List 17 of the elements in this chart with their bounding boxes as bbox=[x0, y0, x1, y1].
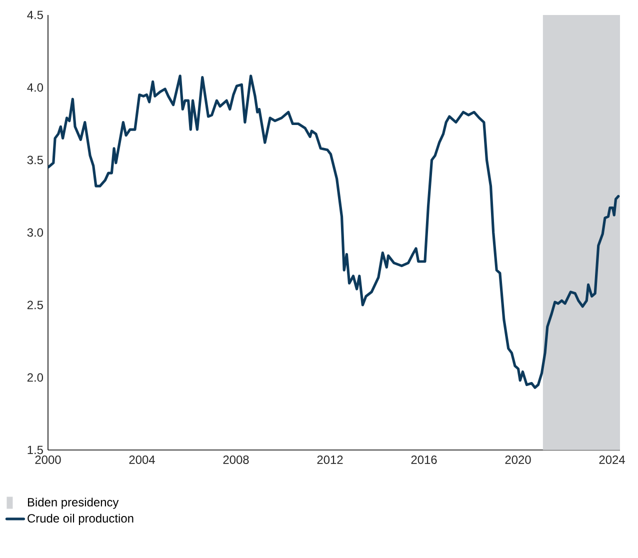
y-tick-label: 3.0 bbox=[27, 228, 44, 237]
y-tick-label: 4.0 bbox=[27, 83, 44, 92]
x-tick-label: 2000 bbox=[35, 456, 61, 464]
y-tick-label: 2.5 bbox=[27, 300, 43, 310]
y-tick-label: 4.5 bbox=[27, 10, 43, 20]
x-tick-label: 2012 bbox=[317, 456, 343, 464]
legend-label: Biden presidency bbox=[28, 498, 119, 509]
line-series bbox=[48, 74, 620, 389]
x-tick-label: 2004 bbox=[129, 456, 155, 464]
x-tick-label: 2008 bbox=[223, 456, 249, 464]
y-tick-label: 3.5 bbox=[27, 156, 43, 164]
x-tick-label: 2024 bbox=[599, 456, 625, 464]
x-tick-label: 2020 bbox=[505, 456, 531, 464]
legend-label: Crude oil production bbox=[28, 514, 134, 525]
x-tick-label: 2016 bbox=[411, 456, 437, 464]
y-tick-label: 2.0 bbox=[27, 373, 44, 382]
y-tick-label: 1.5 bbox=[28, 446, 43, 454]
